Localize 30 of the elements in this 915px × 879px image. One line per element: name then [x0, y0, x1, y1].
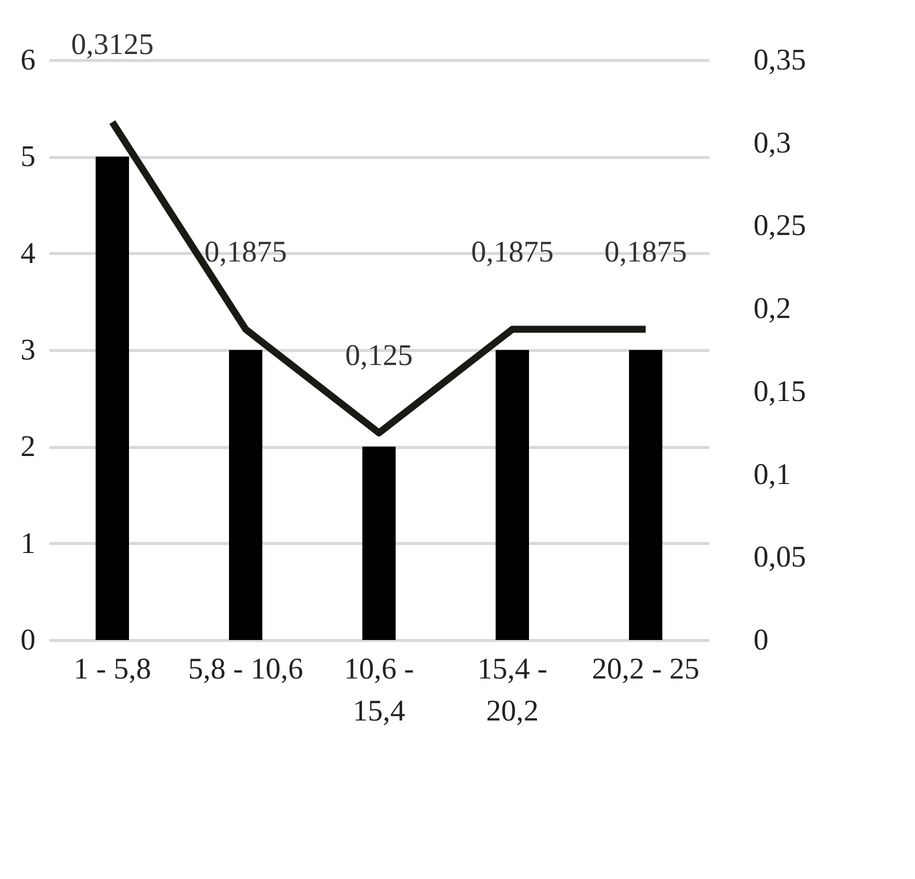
- bar: [496, 350, 529, 640]
- y-tick-label: 3: [20, 334, 36, 366]
- y2-tick-label: 0,05: [754, 540, 806, 574]
- x-tick-label: 5,8 - 10,6: [188, 652, 304, 686]
- x-tick-label: 10,6 - 15,4: [344, 652, 414, 728]
- y-tick-label: 1: [20, 526, 36, 560]
- data-label: 0,1875: [204, 235, 287, 268]
- y2-tick-label: 0,35: [754, 44, 806, 76]
- y-tick-label: 2: [20, 430, 36, 464]
- y-tick-label: 0: [20, 624, 36, 656]
- bar: [96, 156, 129, 640]
- bar: [229, 350, 262, 640]
- y-tick-label: 4: [20, 236, 36, 270]
- y2-tick-label: 0,15: [754, 374, 806, 408]
- bar: [629, 350, 662, 640]
- y2-tick-label: 0,3: [754, 126, 791, 160]
- data-label: 0,1875: [604, 235, 687, 268]
- x-tick-label: 15,4 - 20,2: [477, 652, 548, 728]
- data-label: 0,1875: [471, 235, 554, 268]
- y-tick-label: 5: [20, 140, 36, 174]
- bar: [362, 446, 396, 640]
- y2-tick-label: 0,1: [754, 458, 791, 491]
- x-tick-label: 1 - 5,8: [74, 652, 152, 686]
- y2-tick-label: 0,2: [754, 292, 791, 326]
- x-tick-label: 20,2 - 25: [592, 652, 700, 686]
- data-label: 0,125: [345, 338, 413, 372]
- y2-tick-label: 0,25: [754, 209, 806, 242]
- y-tick-label: 6: [20, 44, 36, 76]
- data-label: 0,3125: [71, 28, 154, 62]
- y2-tick-label: 0: [754, 624, 768, 656]
